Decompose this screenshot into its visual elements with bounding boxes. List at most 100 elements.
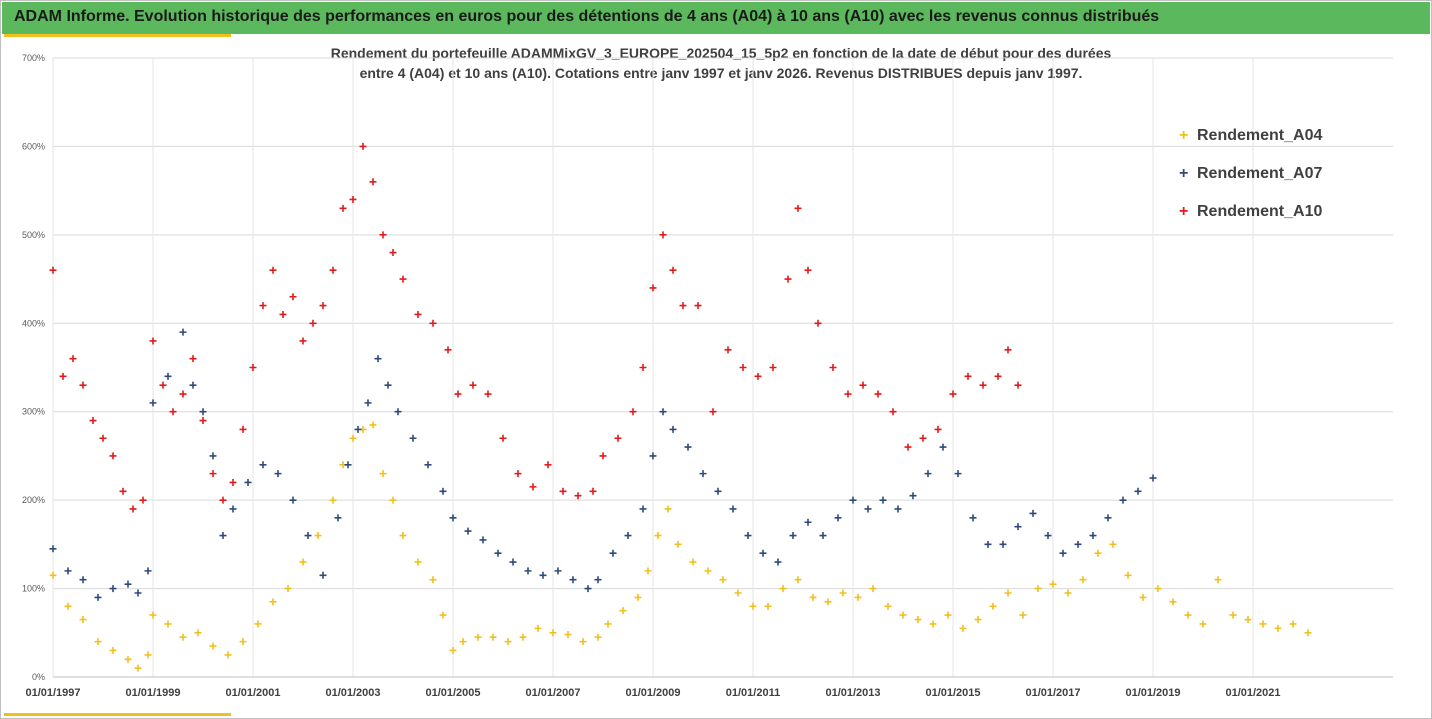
data-point xyxy=(1154,585,1162,593)
data-point xyxy=(179,633,187,641)
data-point xyxy=(109,452,117,460)
data-point xyxy=(574,492,582,500)
data-point xyxy=(139,496,147,504)
accent-bar-bottom xyxy=(4,713,231,716)
data-point xyxy=(679,302,687,310)
data-point xyxy=(199,408,207,416)
x-axis: 01/01/1997 01/01/1999 01/01/2001 01/01/2003… xyxy=(25,676,1393,699)
data-point xyxy=(699,470,707,478)
y-tick-label: 600% xyxy=(22,141,45,151)
data-point xyxy=(119,487,127,495)
data-point xyxy=(609,549,617,557)
data-point xyxy=(94,593,102,601)
data-point xyxy=(309,319,317,327)
data-point xyxy=(539,571,547,579)
data-point xyxy=(164,620,172,628)
data-point xyxy=(1289,620,1297,628)
data-point xyxy=(794,576,802,584)
data-point xyxy=(969,514,977,522)
data-point xyxy=(534,624,542,632)
data-point xyxy=(354,425,362,433)
legend-marker: + xyxy=(1179,127,1189,144)
data-point xyxy=(1244,616,1252,624)
data-point xyxy=(934,425,942,433)
data-point xyxy=(474,633,482,641)
data-point xyxy=(1059,549,1067,557)
data-point xyxy=(924,470,932,478)
data-point xyxy=(704,567,712,575)
data-point xyxy=(144,651,152,659)
x-tick-label: 01/01/2017 xyxy=(1025,687,1080,699)
x-tick-label: 01/01/2009 xyxy=(625,687,680,699)
data-point xyxy=(289,496,297,504)
data-point xyxy=(974,616,982,624)
data-point xyxy=(594,576,602,584)
data-point xyxy=(179,328,187,336)
data-point xyxy=(459,638,467,646)
data-point xyxy=(349,195,357,203)
data-point xyxy=(829,364,837,371)
data-point xyxy=(894,505,902,513)
data-point xyxy=(244,478,252,486)
data-point xyxy=(674,540,682,548)
data-point xyxy=(64,567,72,575)
data-point xyxy=(439,487,447,495)
data-point xyxy=(339,204,347,212)
data-point xyxy=(579,638,587,646)
data-point xyxy=(164,372,172,380)
data-point xyxy=(1139,593,1147,601)
data-point xyxy=(484,390,492,398)
data-point xyxy=(769,364,777,371)
data-point xyxy=(1034,585,1042,593)
data-point xyxy=(659,408,667,416)
data-point xyxy=(689,558,697,566)
x-tick-label: 01/01/1997 xyxy=(25,687,80,699)
data-point xyxy=(1259,620,1267,628)
data-point xyxy=(984,540,992,548)
data-point xyxy=(169,408,177,416)
data-point xyxy=(1064,589,1072,597)
data-point xyxy=(124,655,132,663)
data-point xyxy=(94,638,102,646)
data-point xyxy=(399,275,407,283)
data-point xyxy=(239,425,247,433)
data-point xyxy=(329,266,337,274)
data-point xyxy=(199,417,207,425)
chart-subtitle: Rendement du portefeuille ADAMMixGV_3_EU… xyxy=(241,43,1201,83)
x-tick-label: 01/01/2005 xyxy=(425,687,480,699)
data-point xyxy=(349,434,357,442)
data-point xyxy=(529,483,537,491)
y-tick-label: 300% xyxy=(22,407,45,417)
data-point xyxy=(954,470,962,478)
legend-marker: + xyxy=(1179,203,1189,220)
data-point xyxy=(1044,532,1052,540)
y-tick-label: 700% xyxy=(22,53,45,63)
y-axis: 0% 100% 200% 300% 400% 500% 600% 700% xyxy=(22,53,45,682)
data-point xyxy=(1149,474,1157,482)
data-point xyxy=(379,231,387,239)
data-point xyxy=(804,266,812,274)
data-point xyxy=(949,390,957,398)
data-point xyxy=(779,585,787,593)
data-point xyxy=(714,487,722,495)
data-point xyxy=(964,372,972,380)
data-point xyxy=(724,346,732,354)
data-point xyxy=(789,532,797,540)
data-point xyxy=(64,602,72,610)
data-point xyxy=(259,461,267,469)
data-point xyxy=(544,461,552,469)
data-point xyxy=(514,470,522,478)
data-point xyxy=(739,364,747,371)
data-point xyxy=(289,293,297,301)
data-point xyxy=(909,492,917,500)
data-point xyxy=(319,571,327,579)
data-point xyxy=(1119,496,1127,504)
data-point xyxy=(774,558,782,566)
data-point xyxy=(299,337,307,345)
x-tick-label: 01/01/1999 xyxy=(125,687,180,699)
data-point xyxy=(744,532,752,540)
data-point xyxy=(834,514,842,522)
data-point xyxy=(1199,620,1207,628)
data-point xyxy=(1304,629,1312,637)
